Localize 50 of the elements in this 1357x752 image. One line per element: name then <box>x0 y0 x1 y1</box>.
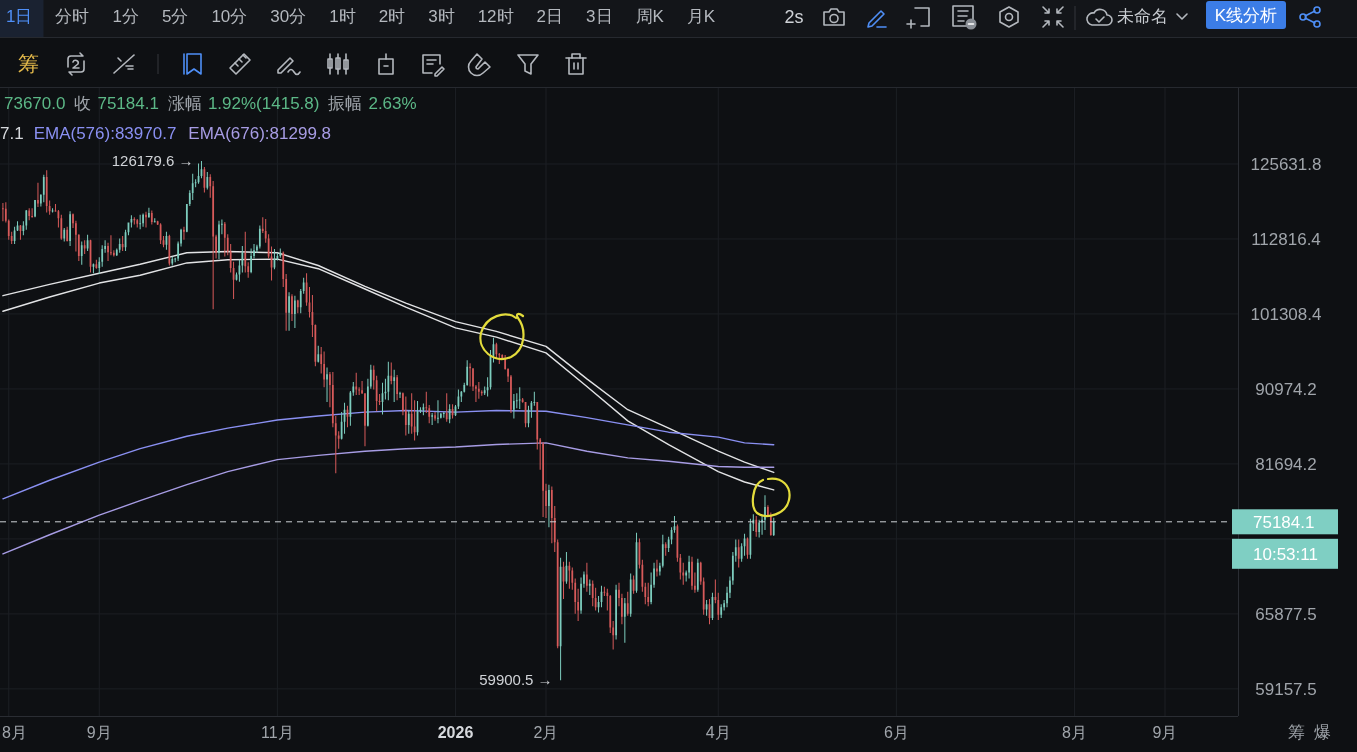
text: 2时 <box>378 7 406 26</box>
y-tick-label: 81694.2 <box>1255 454 1317 474</box>
x-tick-label: 8月 <box>1062 724 1087 741</box>
y-tick-label: 112816.4 <box>1251 229 1321 249</box>
annotation: 1.92%(1415.8) <box>207 94 320 113</box>
annotation: 涨幅 <box>167 94 202 113</box>
text: 2s <box>784 7 804 27</box>
text: 分时 <box>55 7 90 26</box>
text: 筹 <box>17 52 39 75</box>
annotation: 7.1 <box>0 124 24 143</box>
annotation: 75184.1 <box>97 94 159 113</box>
x-tick-label: 4月 <box>705 724 731 741</box>
text: 周K <box>635 7 665 26</box>
annotation: 2.63% <box>368 94 417 113</box>
text: 爆 <box>1313 723 1331 742</box>
text: 1时 <box>329 7 356 26</box>
y-tick-label: 65877.5 <box>1255 604 1317 624</box>
text: 10分 <box>211 7 248 26</box>
text: 10:53:11 <box>1253 544 1318 564</box>
text: EMA(676):81299.8 <box>188 124 332 143</box>
text: 未命名 <box>1116 7 1168 26</box>
text: 月K <box>686 7 716 26</box>
text: 3日 <box>586 7 613 26</box>
annotation: 收 <box>74 94 92 113</box>
annotation: 振幅 <box>328 94 363 113</box>
x-tick-label: 8月 <box>2 724 27 741</box>
text: 12时 <box>477 7 514 26</box>
text: 筹 <box>1287 723 1305 742</box>
text: 1日 <box>6 7 33 26</box>
y-tick-label: 90974.2 <box>1255 379 1317 399</box>
text: K线分析 <box>1214 6 1278 25</box>
text: EMA(576):83970.7 <box>33 124 177 143</box>
x-tick-label: 2月 <box>533 724 559 741</box>
ref-line-label: 75184.1 <box>1253 512 1315 532</box>
x-tick-label: 11月 <box>261 724 294 741</box>
y-tick-label: 59157.5 <box>1255 679 1317 699</box>
x-tick-label: 6月 <box>883 724 909 741</box>
y-tick-label: 125631.8 <box>1250 154 1322 174</box>
text: 2日 <box>536 7 564 26</box>
y-tick-label: 101308.4 <box>1250 304 1322 324</box>
annotation: 126179.6 → <box>111 151 194 169</box>
annotation: 59900.5 → <box>479 671 553 689</box>
x-tick-label: 9月 <box>1152 724 1178 741</box>
text: 30分 <box>270 7 307 26</box>
annotation: 73670.0 <box>4 94 66 113</box>
text: 3时 <box>428 7 455 26</box>
text: 5分 <box>161 7 189 26</box>
x-tick-label: 9月 <box>86 724 112 741</box>
text: 1分 <box>112 7 139 26</box>
x-tick-label: 2026 <box>437 724 474 741</box>
